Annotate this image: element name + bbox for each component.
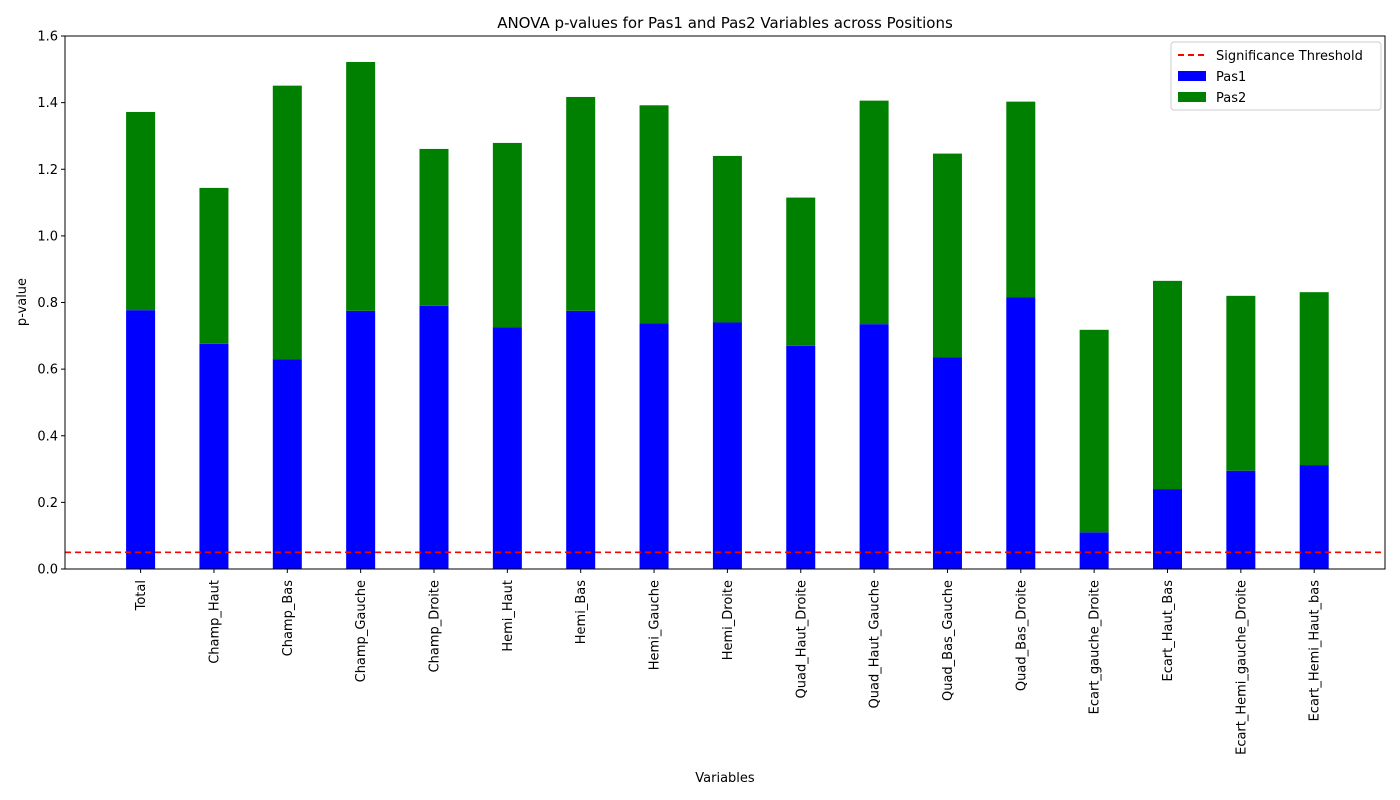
bar-pas1-quad-haut-gauche bbox=[859, 324, 889, 569]
bar-pas2-champ-droite bbox=[419, 148, 449, 306]
bar-pas2-hemi-haut bbox=[492, 142, 522, 328]
bar-pas1-ecart-haut-bas bbox=[1153, 489, 1182, 569]
bar-pas2-quad-haut-droite bbox=[786, 197, 816, 346]
bar-pas1-quad-bas-gauche bbox=[932, 357, 962, 569]
y-tick-label: 0.8 bbox=[37, 296, 58, 311]
bar-pas2-champ-gauche bbox=[346, 61, 376, 311]
x-tick-label-hemi-bas: Hemi_Bas bbox=[574, 580, 589, 644]
bar-pas1-ecart-hemi-haut-bas bbox=[1299, 465, 1329, 569]
bar-pas1-hemi-gauche bbox=[639, 323, 669, 569]
bar-pas1-champ-bas bbox=[272, 359, 302, 569]
x-tick-label-champ-haut: Champ_Haut bbox=[207, 580, 222, 664]
bar-pas1-champ-gauche bbox=[346, 310, 376, 569]
x-tick-label-ecart-haut-bas: Ecart_Haut_Bas bbox=[1161, 580, 1176, 682]
bar-pas2-champ-haut bbox=[199, 187, 229, 344]
legend-pas2-label: Pas2 bbox=[1216, 91, 1246, 106]
bar-pas1-quad-bas-droite bbox=[1006, 297, 1036, 569]
y-tick-label: 1.2 bbox=[37, 163, 58, 178]
bars-group bbox=[126, 61, 1329, 569]
x-tick-label-quad-haut-gauche: Quad_Haut_Gauche bbox=[868, 580, 883, 708]
bar-pas2-hemi-bas bbox=[566, 96, 596, 311]
x-tick-label-champ-gauche: Champ_Gauche bbox=[354, 580, 369, 682]
legend-box bbox=[1170, 41, 1382, 111]
legend-pas1-label: Pas1 bbox=[1216, 70, 1246, 85]
x-tick-label-ecart-hemi-gauche-droite: Ecart_Hemi_gauche_Droite bbox=[1234, 580, 1249, 755]
bar-pas1-total bbox=[126, 310, 156, 569]
x-axis-label: Variables bbox=[695, 771, 755, 786]
y-tick-label: 0.4 bbox=[37, 429, 58, 444]
bar-pas2-ecart-hemi-gauche-droite bbox=[1226, 295, 1256, 471]
legend-pas2-swatch bbox=[1178, 92, 1206, 102]
x-tick-label-hemi-droite: Hemi_Droite bbox=[721, 580, 736, 660]
bar-pas2-quad-bas-gauche bbox=[932, 153, 962, 358]
x-axis: Total Champ_Haut Champ_Bas Champ_Gauche Cham… bbox=[134, 569, 1323, 755]
bar-pas1-champ-droite bbox=[419, 305, 449, 569]
bar-pas1-hemi-droite bbox=[712, 322, 742, 569]
x-tick-label-hemi-gauche: Hemi_Gauche bbox=[648, 580, 663, 670]
bar-pas1-champ-haut bbox=[199, 343, 229, 569]
chart-title: ANOVA p-values for Pas1 and Pas2 Variabl… bbox=[497, 14, 953, 32]
y-tick-label: 1.0 bbox=[37, 229, 58, 244]
bar-pas1-ecart-hemi-gauche-droite bbox=[1226, 470, 1256, 569]
bar-pas2-quad-bas-droite bbox=[1006, 101, 1036, 298]
bar-pas1-hemi-haut bbox=[492, 327, 522, 569]
y-tick-label: 1.4 bbox=[37, 96, 58, 111]
bar-pas2-champ-bas bbox=[272, 85, 302, 360]
bar-pas2-quad-haut-gauche bbox=[859, 100, 889, 325]
bar-pas2-hemi-gauche bbox=[639, 105, 669, 324]
x-tick-label-quad-bas-droite: Quad_Bas_Droite bbox=[1014, 580, 1029, 691]
bar-pas1-quad-haut-droite bbox=[786, 345, 816, 569]
y-axis: 0.0 0.2 0.4 0.6 0.8 1.0 1.2 1.4 1.6 bbox=[37, 30, 65, 578]
x-tick-label-ecart-gauche-droite: Ecart_gauche_Droite bbox=[1088, 580, 1103, 714]
x-tick-label-hemi-haut: Hemi_Haut bbox=[501, 580, 516, 652]
x-tick-label-champ-bas: Champ_Bas bbox=[281, 580, 296, 657]
y-tick-label: 0.0 bbox=[37, 563, 58, 578]
legend-pas1-swatch bbox=[1178, 71, 1206, 81]
y-tick-label: 1.6 bbox=[37, 30, 58, 45]
x-tick-label-quad-bas-gauche: Quad_Bas_Gauche bbox=[941, 580, 956, 701]
legend: Significance Threshold Pas1 Pas2 bbox=[1170, 41, 1382, 111]
y-axis-label: p-value bbox=[15, 278, 30, 326]
x-tick-label-quad-haut-droite: Quad_Haut_Droite bbox=[794, 580, 809, 699]
x-tick-label-ecart-hemi-haut-bas: Ecart_Hemi_Haut_bas bbox=[1308, 580, 1323, 722]
bar-pas2-ecart-gauche-droite bbox=[1079, 329, 1109, 533]
bar-pas2-ecart-hemi-haut-bas bbox=[1299, 292, 1329, 466]
bar-pas2-total bbox=[126, 111, 156, 311]
y-tick-label: 0.2 bbox=[37, 496, 58, 511]
bar-pas2-hemi-droite bbox=[712, 155, 742, 323]
bar-pas1-ecart-gauche-droite bbox=[1079, 532, 1109, 569]
y-tick-label: 0.6 bbox=[37, 363, 58, 378]
x-tick-label-champ-droite: Champ_Droite bbox=[428, 580, 443, 672]
bar-pas1-hemi-bas bbox=[566, 310, 596, 569]
bar-pas2-ecart-haut-bas bbox=[1153, 280, 1182, 490]
x-tick-label-total: Total bbox=[134, 580, 149, 611]
legend-threshold-label: Significance Threshold bbox=[1216, 49, 1363, 64]
